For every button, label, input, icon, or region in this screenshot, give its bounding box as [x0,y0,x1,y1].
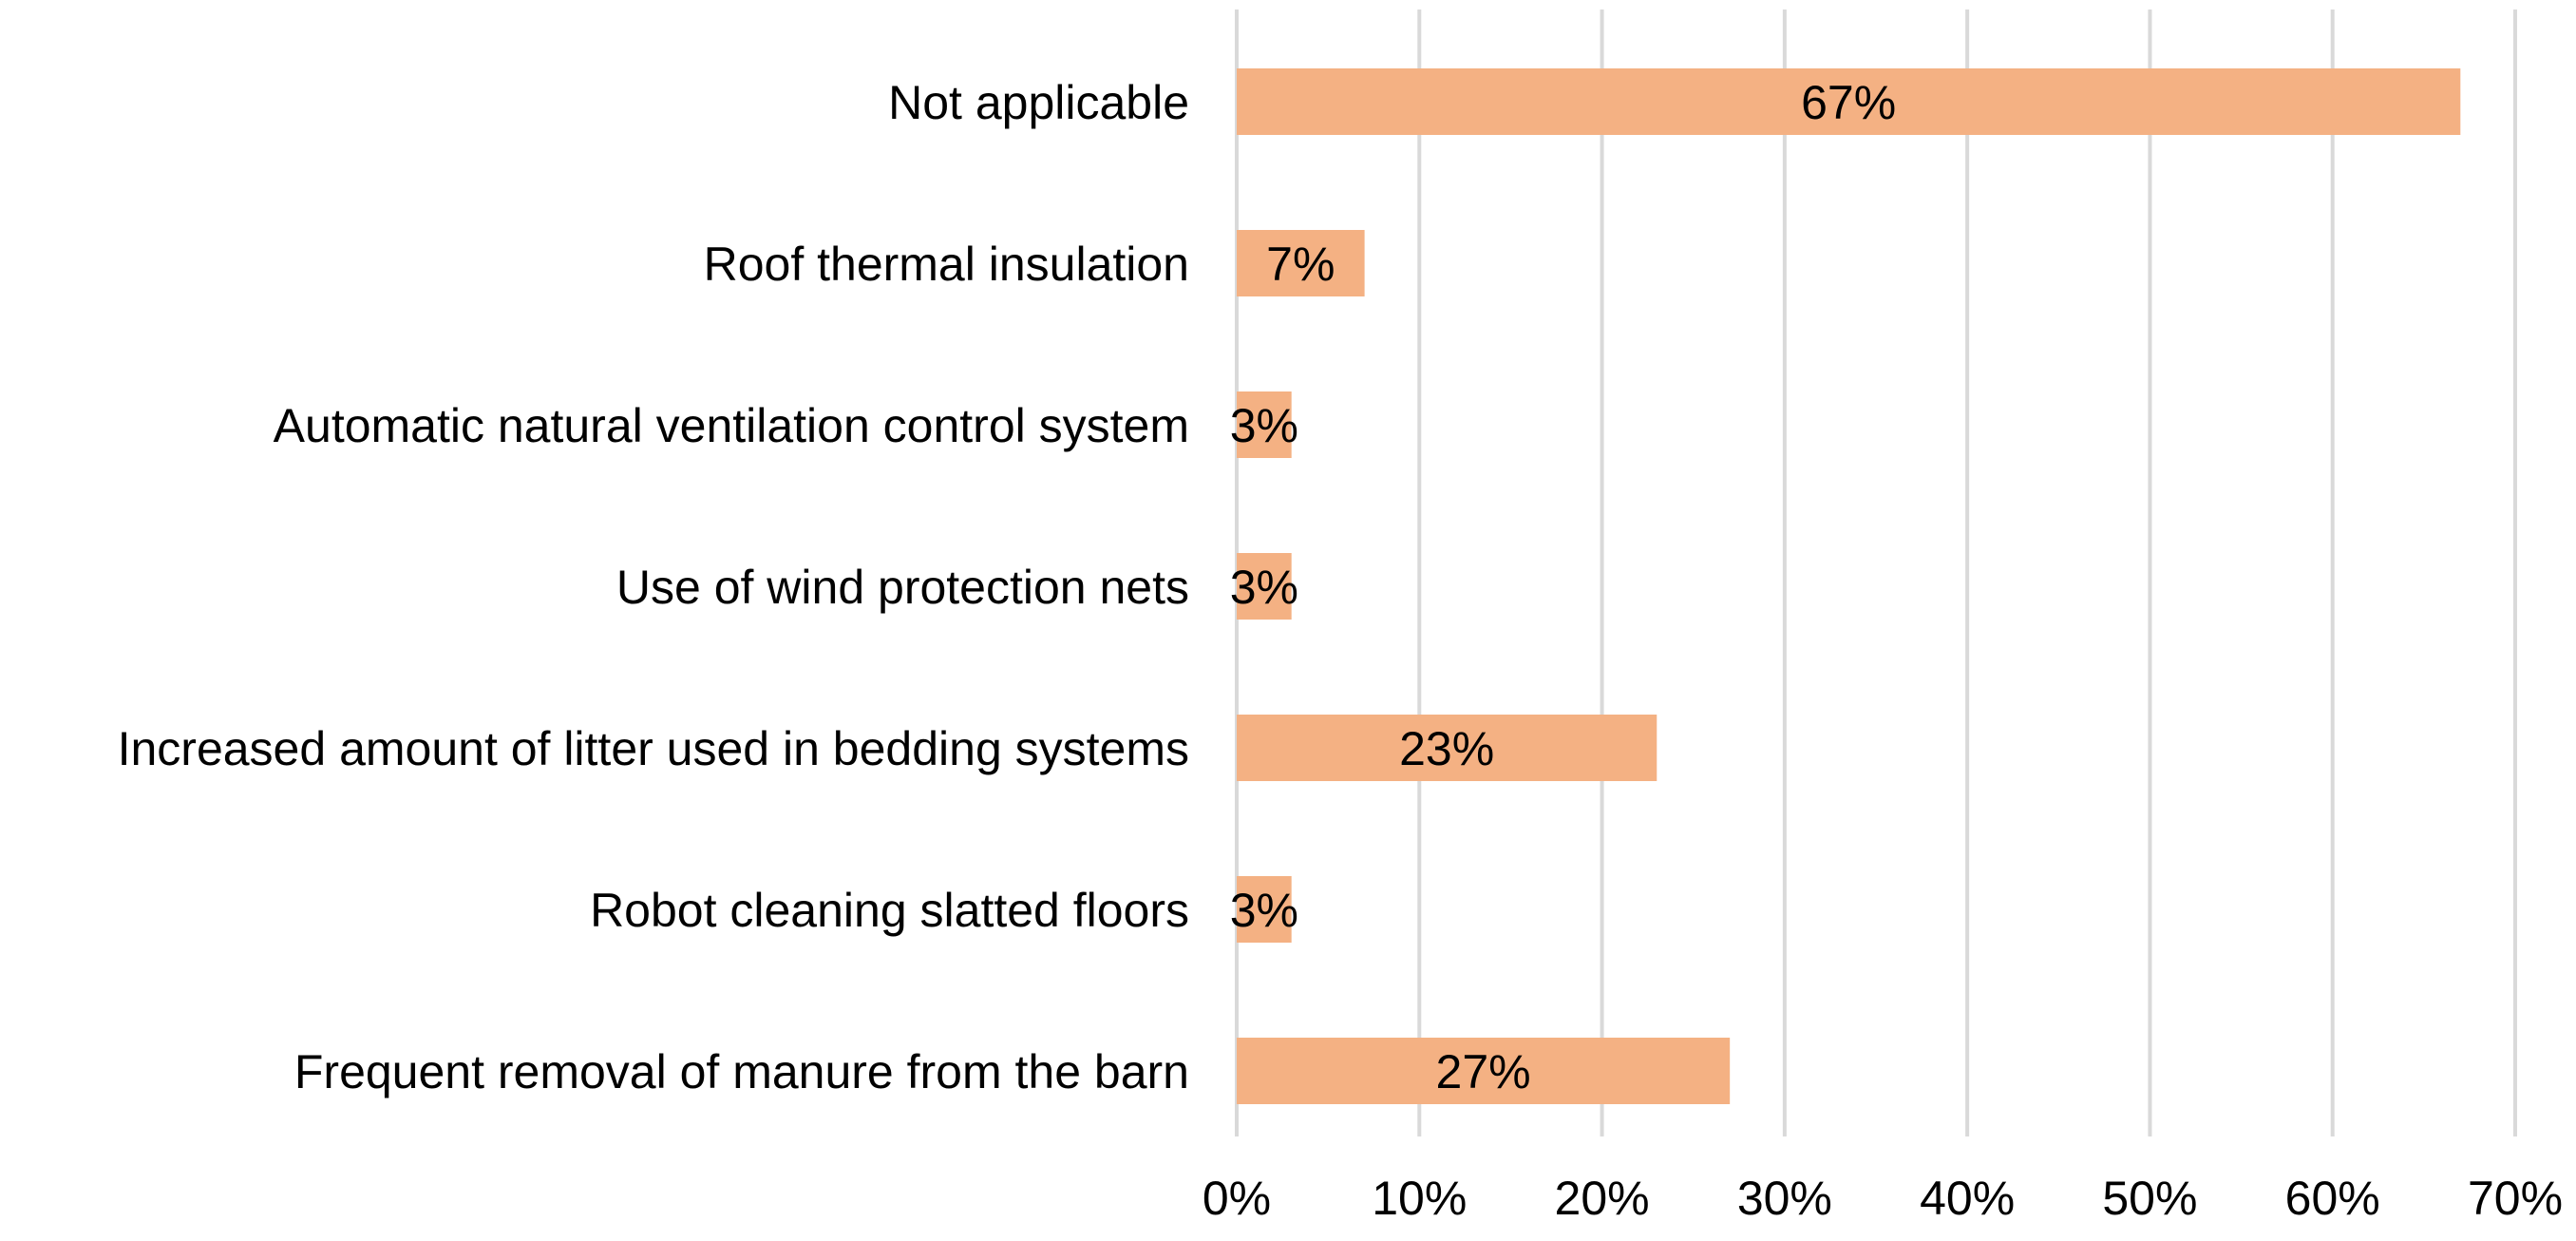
bar [1237,68,2461,135]
x-tick-label: 30% [1737,1172,1832,1225]
data-label: 23% [1399,722,1494,775]
data-label: 3% [1230,561,1298,614]
data-label: 3% [1230,884,1298,937]
bar [1237,230,1365,296]
data-label: 27% [1436,1045,1531,1098]
category-labels: Not applicable Roof thermal insulation Aut… [118,76,1189,1098]
category-label: Use of wind protection nets [616,561,1189,614]
x-tick-label: 60% [2285,1172,2380,1225]
data-label: 3% [1230,399,1298,452]
category-label: Frequent removal of manure from the barn [294,1045,1189,1098]
x-tick-label: 70% [2468,1172,2563,1225]
data-labels: 67% 7% 3% 3% 23% 3% 27% [1230,76,1896,1098]
x-tick-label: 40% [1920,1172,2015,1225]
x-tick-label: 50% [2102,1172,2197,1225]
category-label: Automatic natural ventilation control sy… [274,399,1189,452]
category-label: Not applicable [888,76,1189,129]
bar [1237,715,1657,781]
bar [1237,553,1292,620]
gridlines [1235,10,2517,1136]
category-label: Roof thermal insulation [704,238,1189,291]
x-tick-label: 0% [1203,1172,1271,1225]
x-tick-label: 10% [1372,1172,1467,1225]
category-label: Robot cleaning slatted floors [590,884,1189,937]
x-axis-tick-labels: 0% 10% 20% 30% 40% 50% 60% 70% [1203,1172,2563,1225]
data-label: 7% [1266,238,1335,291]
data-label: 67% [1801,76,1896,129]
bar [1237,876,1292,943]
bar [1237,1038,1731,1104]
bars [1237,68,2461,1104]
category-label: Increased amount of litter used in beddi… [118,722,1189,775]
x-tick-label: 20% [1555,1172,1650,1225]
bar [1237,391,1292,458]
